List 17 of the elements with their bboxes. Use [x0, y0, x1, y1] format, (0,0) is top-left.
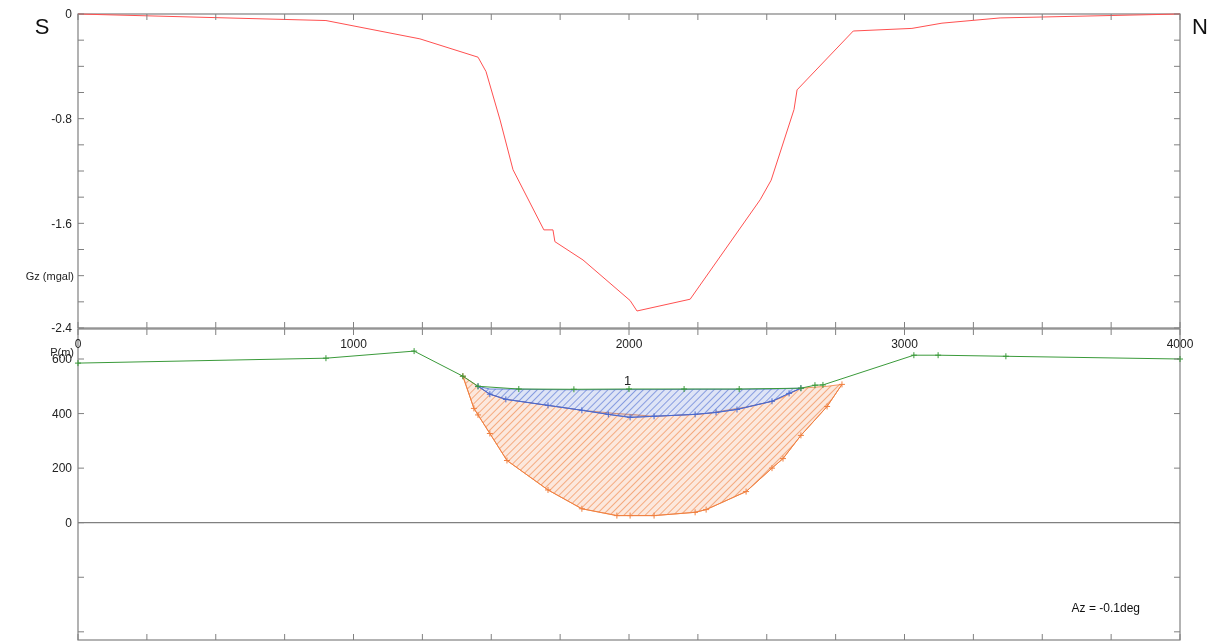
- x-tick-label: 2000: [615, 337, 643, 351]
- x-tick-label: 3000: [891, 337, 919, 351]
- y-tick-label: 0: [65, 515, 73, 530]
- annotation: 1: [624, 372, 632, 388]
- y-axis-title: Gz (mgal): [25, 269, 74, 282]
- x-tick-label: 1000: [340, 337, 368, 351]
- y-tick-label: 200: [51, 461, 73, 476]
- x-tick-label: 4000: [1166, 337, 1194, 351]
- x-tick-label: 0: [74, 337, 82, 351]
- y-tick-label: -0.8: [51, 111, 73, 126]
- y-tick-label: -2.4: [51, 321, 73, 336]
- text: N: [1192, 14, 1208, 39]
- y-tick-label: 400: [51, 406, 73, 421]
- annotation: Az = -0.1deg: [1071, 601, 1140, 615]
- y-tick-label: -1.6: [51, 216, 73, 231]
- text: S: [34, 14, 50, 39]
- y-tick-label: 0: [65, 7, 73, 22]
